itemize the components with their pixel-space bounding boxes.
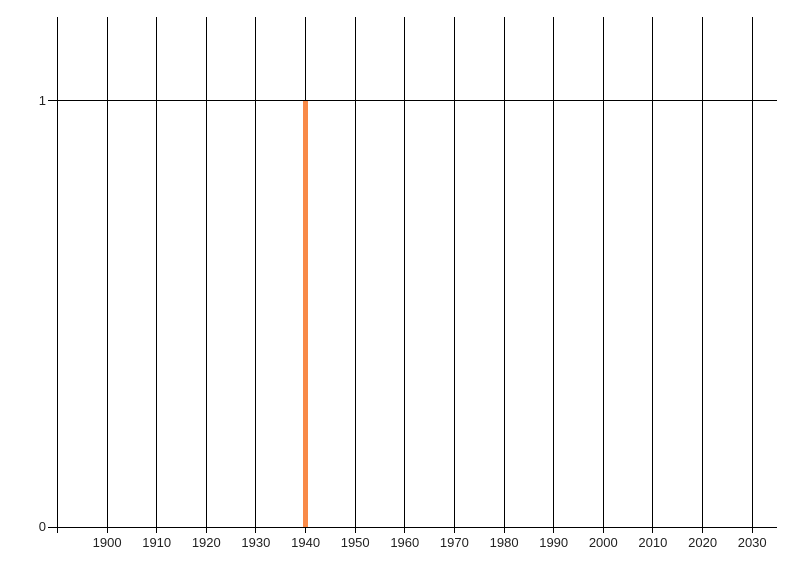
x-gridline-1900 <box>106 17 108 533</box>
y-tick-label-1: 1 <box>38 93 46 108</box>
x-tick-label-1990: 1990 <box>539 535 569 550</box>
x-tick-label-1910: 1910 <box>142 535 172 550</box>
x-gridline-1960 <box>404 17 406 533</box>
x-tick-label-2020: 2020 <box>688 535 718 550</box>
x-tick-label-1930: 1930 <box>241 535 271 550</box>
x-gridline-1950 <box>354 17 356 533</box>
x-gridline-2010 <box>652 17 654 533</box>
x-gridline-1980 <box>503 17 505 533</box>
x-tick-label-1980: 1980 <box>489 535 519 550</box>
x-gridline-1990 <box>553 17 555 533</box>
x-tick-label-2030: 2030 <box>737 535 767 550</box>
y-tick-label-0: 0 <box>38 519 46 534</box>
bar-1940 <box>303 101 309 527</box>
x-tick-label-1970: 1970 <box>439 535 469 550</box>
x-gridline-2020 <box>702 17 704 533</box>
x-gridline-2000 <box>602 17 604 533</box>
x-gridline-1930 <box>255 17 257 533</box>
x-tick-label-1920: 1920 <box>191 535 221 550</box>
y-gridline-1 <box>48 100 777 101</box>
x-tick-label-1940: 1940 <box>291 535 321 550</box>
x-gridline-2030 <box>751 17 753 533</box>
x-tick-label-1900: 1900 <box>92 535 122 550</box>
x-gridline-1890 <box>56 17 58 533</box>
x-gridline-1910 <box>156 17 158 533</box>
x-tick-label-1960: 1960 <box>390 535 420 550</box>
x-gridline-1970 <box>453 17 455 533</box>
x-gridline-1920 <box>205 17 207 533</box>
x-tick-label-1950: 1950 <box>340 535 370 550</box>
y-gridline-0 <box>48 527 777 528</box>
x-tick-label-2010: 2010 <box>638 535 668 550</box>
x-tick-label-2000: 2000 <box>588 535 618 550</box>
